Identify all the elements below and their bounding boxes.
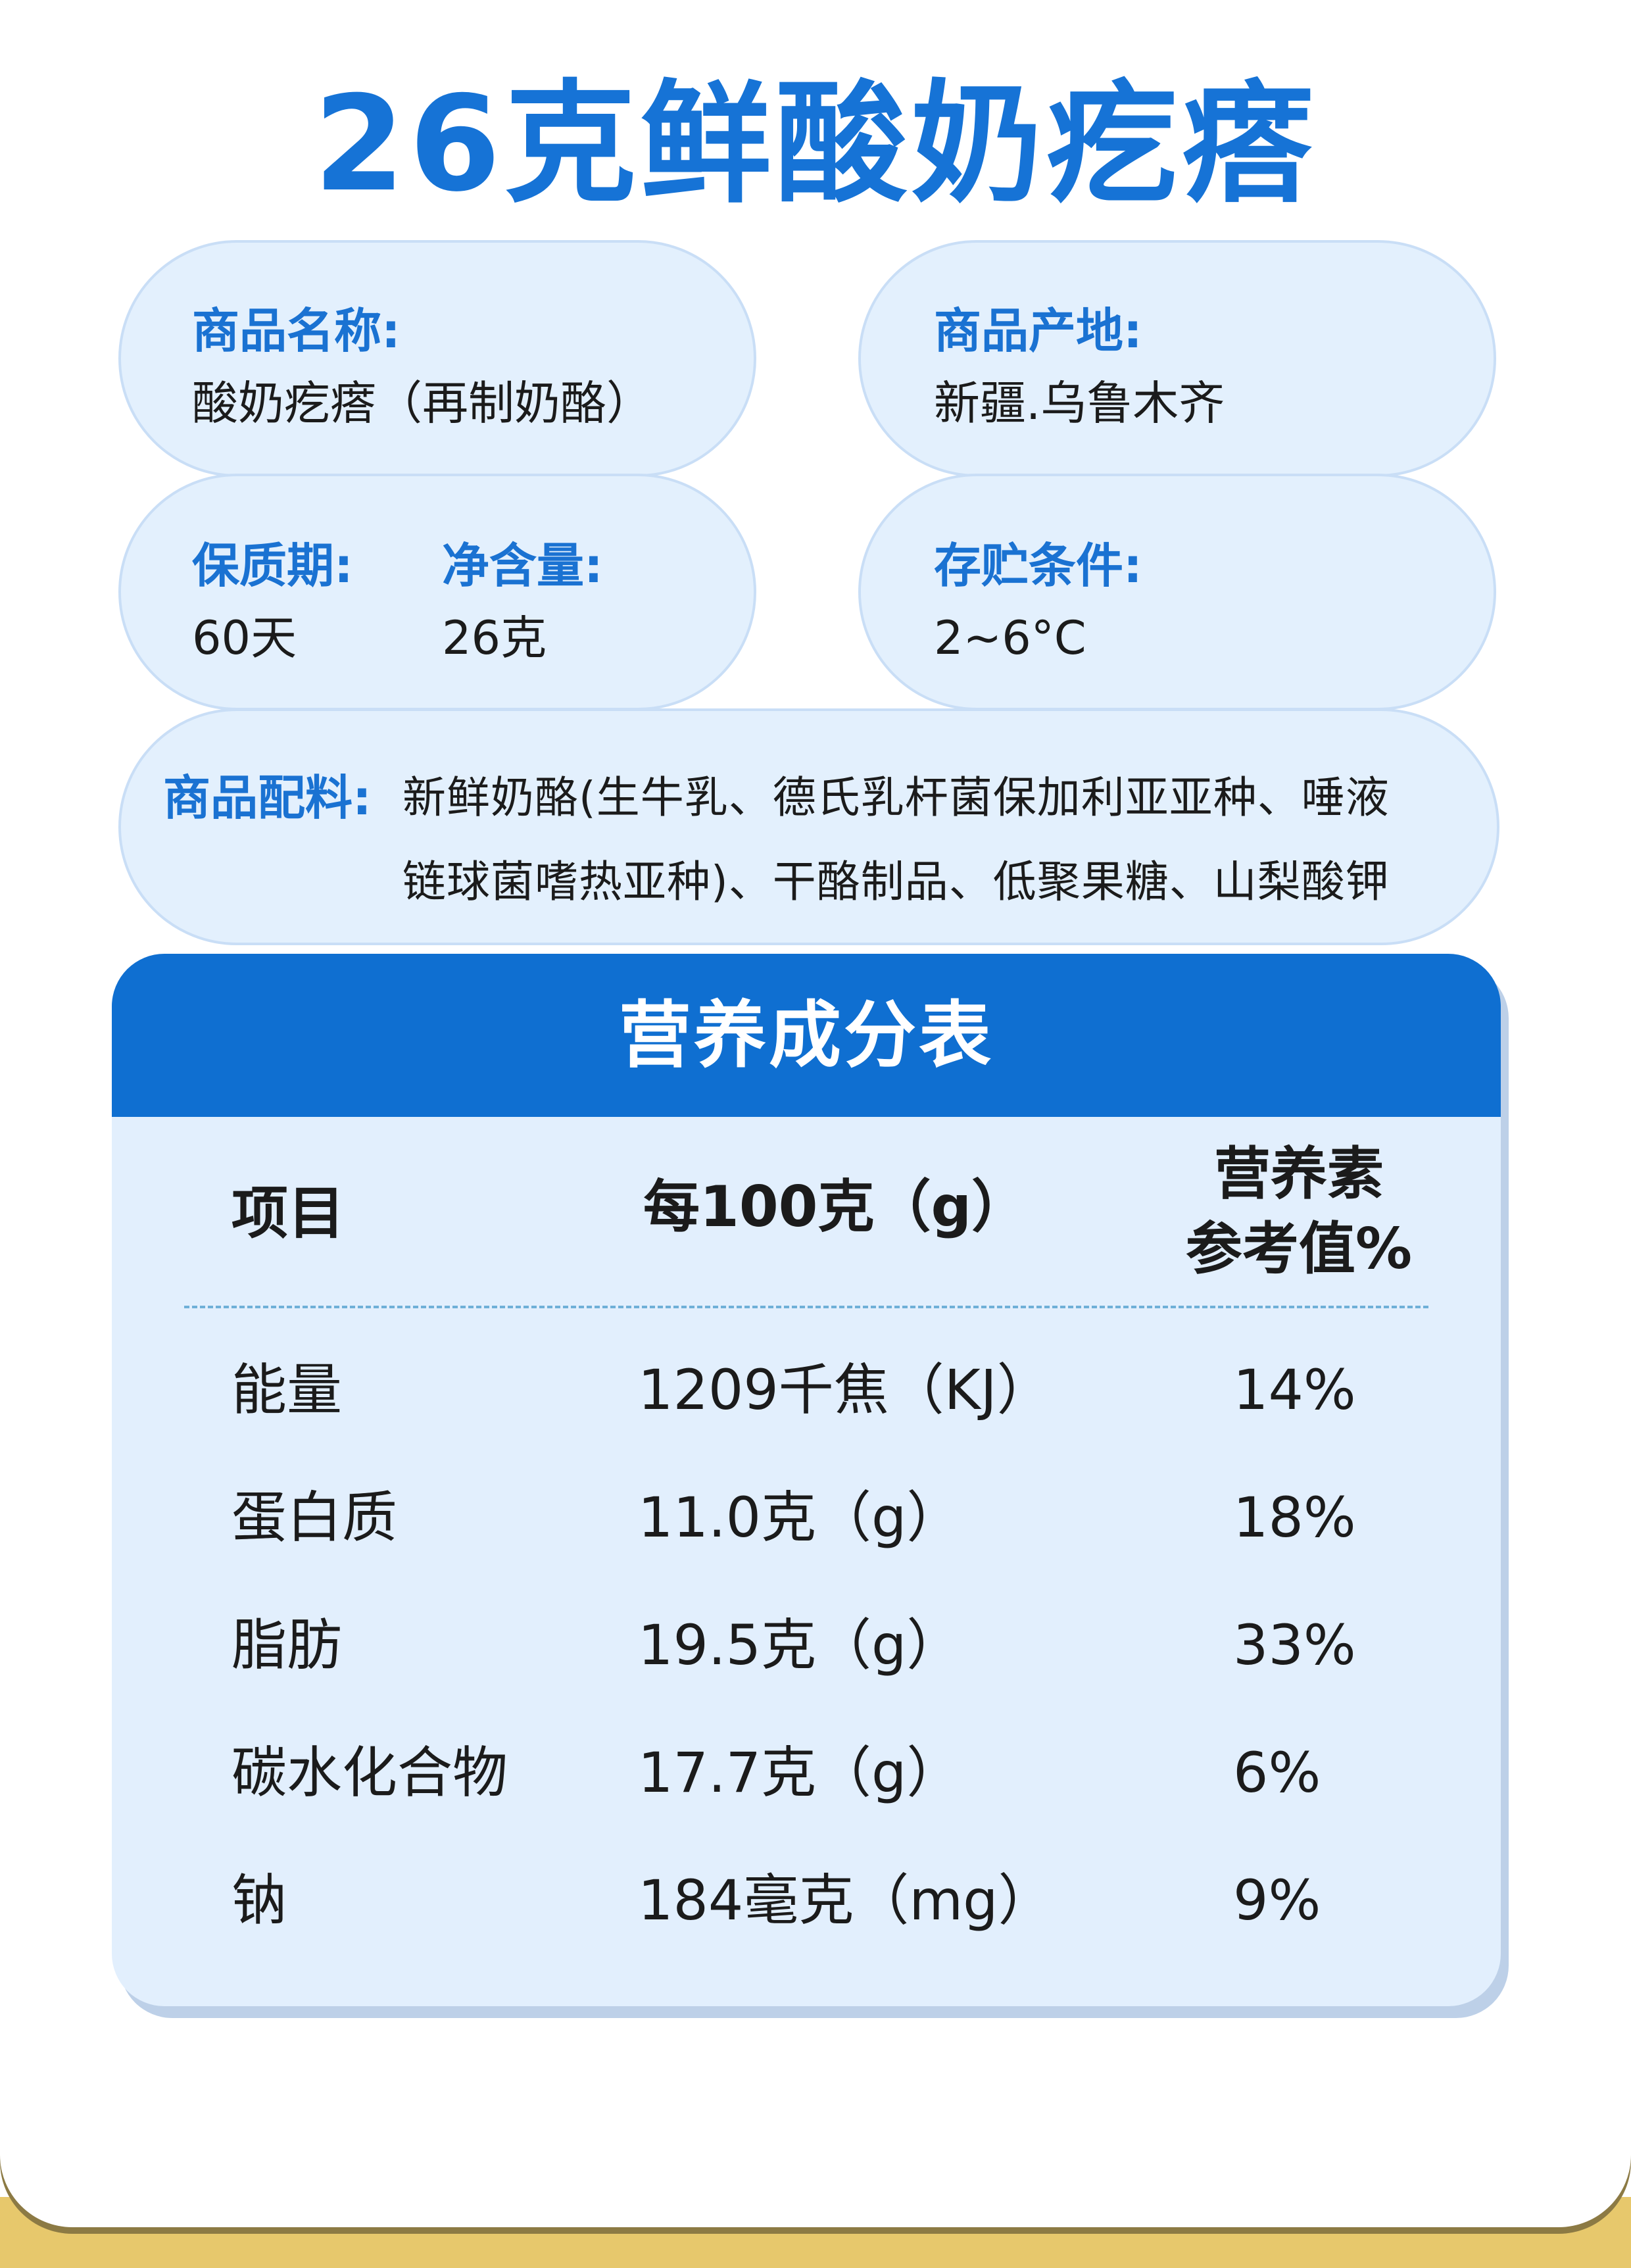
cell-nrv: 33% <box>1233 1613 1356 1677</box>
cell-nrv: 14% <box>1233 1358 1356 1422</box>
ingredients-line-1: 新鲜奶酪(生牛乳、德氏乳杆菌保加利亚亚种、唾液 <box>402 772 1390 823</box>
cell-per100: 11.0克（g） <box>638 1485 962 1550</box>
nutrition-table-title: 营养成分表 <box>619 993 994 1077</box>
cell-item: 能量 <box>231 1358 343 1422</box>
page-title: 26克鲜酸奶疙瘩 <box>313 68 1318 221</box>
ingredients-line-2: 链球菌嗜热亚种)、干酪制品、低聚果糖、山梨酸钾 <box>402 856 1390 907</box>
column-header-per100: 每100克（g） <box>643 1174 1029 1240</box>
storage-value: 2~6°C <box>934 611 1086 665</box>
table-divider <box>184 1306 1428 1308</box>
shelf-life-label: 保质期: <box>192 538 353 593</box>
shelf-life-pill <box>118 474 756 710</box>
cell-item: 碳水化合物 <box>231 1740 508 1805</box>
column-header-item: 项目 <box>231 1181 345 1246</box>
cell-nrv: 18% <box>1233 1485 1356 1550</box>
nutrition-table-header <box>112 954 1501 1117</box>
ingredients-pill <box>118 708 1499 945</box>
nutrition-table: 营养成分表 项目 每100克（g） 营养素 参考值% 能量 1209千焦（KJ） 1… <box>112 954 1501 2006</box>
product-name-value: 酸奶疙瘩（再制奶酪） <box>192 376 652 430</box>
product-name-pill <box>118 240 756 477</box>
ingredients-label: 商品配料: <box>163 770 372 826</box>
origin-value: 新疆.乌鲁木齐 <box>934 376 1225 430</box>
origin-label: 商品产地: <box>934 303 1142 358</box>
cell-per100: 19.5克（g） <box>638 1613 962 1677</box>
cell-item: 蛋白质 <box>231 1485 398 1550</box>
cell-per100: 1209千焦（KJ） <box>638 1358 1052 1422</box>
column-header-nrv-line-1: 营养素 <box>1214 1141 1384 1207</box>
cell-nrv: 9% <box>1233 1868 1321 1933</box>
net-content-value: 26克 <box>442 611 547 665</box>
cell-item: 钠 <box>231 1868 287 1933</box>
cell-per100: 17.7克（g） <box>638 1740 962 1805</box>
column-header-nrv-line-2: 参考值% <box>1185 1216 1413 1282</box>
product-name-label: 商品名称: <box>192 303 401 358</box>
shelf-life-value: 60天 <box>192 611 297 665</box>
cell-per100: 184毫克（mg） <box>638 1868 1054 1933</box>
storage-pill <box>858 474 1496 710</box>
cell-item: 脂肪 <box>231 1613 343 1677</box>
cell-nrv: 6% <box>1233 1740 1321 1805</box>
net-content-label: 净含量: <box>442 538 603 593</box>
storage-label: 存贮条件: <box>934 538 1142 593</box>
